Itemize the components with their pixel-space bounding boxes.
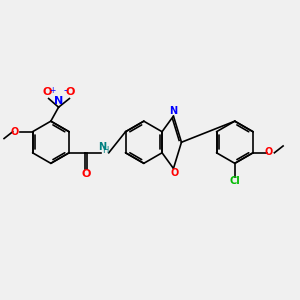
Text: O: O (264, 147, 272, 157)
Text: O: O (43, 87, 52, 97)
Text: O: O (66, 87, 75, 97)
Text: -: - (64, 85, 68, 95)
Text: N: N (98, 142, 106, 152)
Text: O: O (171, 168, 179, 178)
Text: N: N (169, 106, 177, 116)
Text: O: O (11, 127, 19, 137)
Text: O: O (81, 169, 91, 178)
Text: N: N (54, 96, 63, 106)
Text: H: H (102, 146, 109, 155)
Text: Cl: Cl (230, 176, 240, 186)
Text: +: + (50, 86, 56, 95)
